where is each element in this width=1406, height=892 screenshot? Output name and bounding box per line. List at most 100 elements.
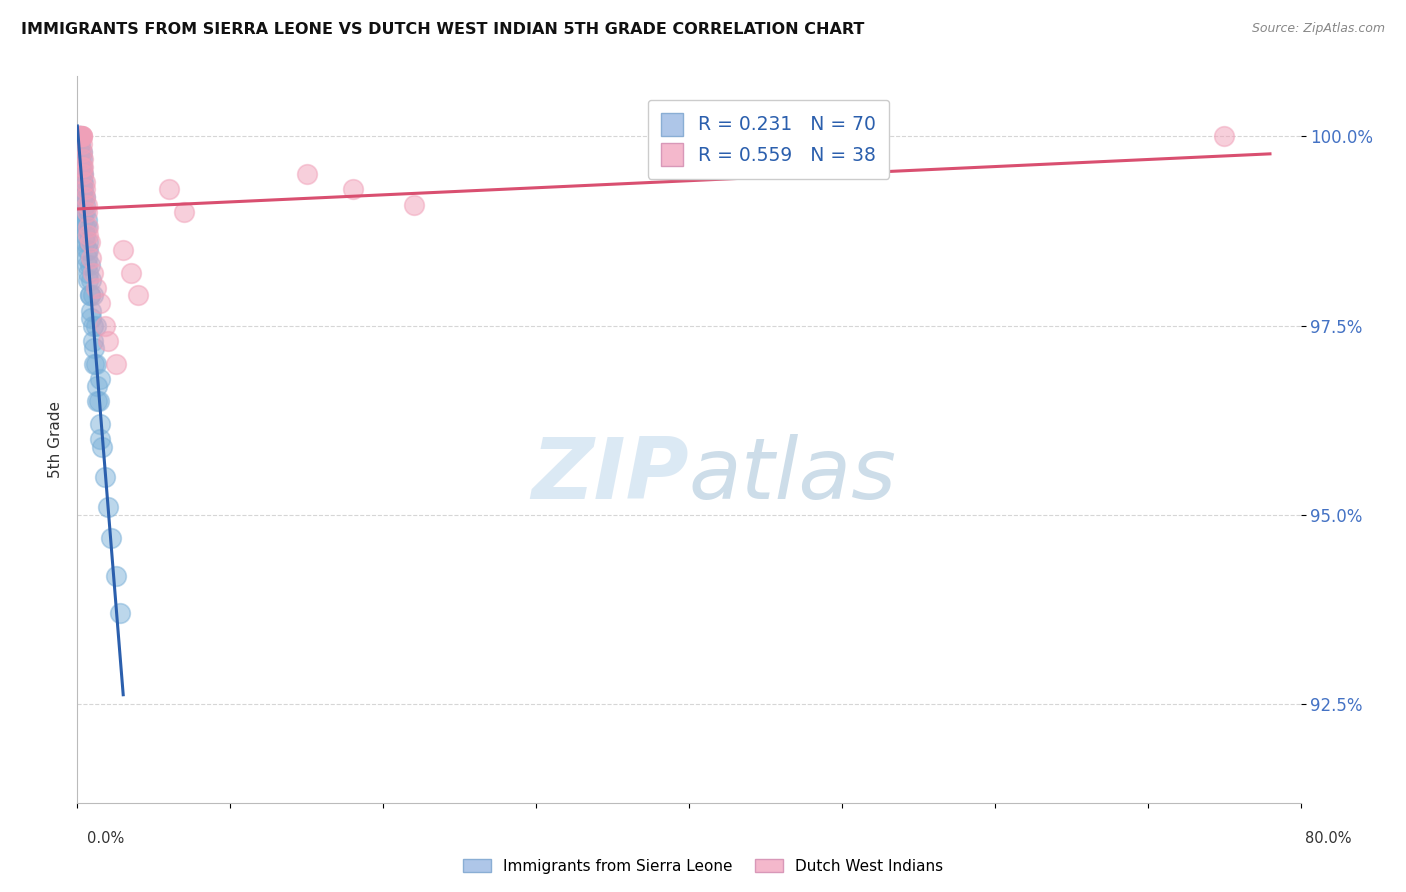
Point bbox=[82, 334, 104, 348]
Point bbox=[108, 607, 131, 621]
Point bbox=[73, 197, 96, 211]
Legend: R = 0.231   N = 70, R = 0.559   N = 38: R = 0.231 N = 70, R = 0.559 N = 38 bbox=[648, 100, 889, 179]
Point bbox=[173, 205, 195, 219]
Point bbox=[67, 129, 90, 144]
Point bbox=[79, 288, 101, 302]
Point bbox=[70, 129, 93, 144]
Point bbox=[79, 235, 101, 250]
Point bbox=[112, 243, 135, 257]
Point bbox=[70, 175, 93, 189]
Point bbox=[73, 227, 96, 242]
Point bbox=[72, 205, 94, 219]
Point bbox=[69, 160, 91, 174]
Point bbox=[80, 303, 103, 318]
Point bbox=[72, 205, 94, 219]
Point bbox=[82, 318, 104, 333]
Point bbox=[67, 145, 90, 159]
Point bbox=[69, 160, 91, 174]
Point bbox=[70, 160, 93, 174]
Point bbox=[76, 212, 98, 227]
Point bbox=[97, 500, 120, 515]
Point bbox=[77, 243, 100, 257]
Point bbox=[89, 417, 111, 432]
Point bbox=[77, 235, 100, 250]
Point bbox=[87, 394, 110, 409]
Point bbox=[70, 182, 93, 196]
Point bbox=[77, 227, 100, 242]
Point bbox=[70, 175, 93, 189]
Point bbox=[104, 357, 127, 371]
Text: ZIP: ZIP bbox=[531, 434, 689, 517]
Point bbox=[342, 182, 364, 196]
Point bbox=[84, 357, 107, 371]
Point bbox=[72, 160, 94, 174]
Point bbox=[82, 266, 104, 280]
Point bbox=[70, 152, 93, 166]
Text: 0.0%: 0.0% bbox=[87, 831, 124, 846]
Point bbox=[80, 251, 103, 265]
Point bbox=[73, 175, 96, 189]
Point bbox=[80, 311, 103, 326]
Point bbox=[70, 129, 93, 144]
Point bbox=[69, 145, 91, 159]
Point bbox=[73, 182, 96, 196]
Point bbox=[70, 182, 93, 196]
Point bbox=[67, 152, 90, 166]
Point bbox=[80, 273, 103, 287]
Point bbox=[72, 182, 94, 196]
Point bbox=[97, 334, 120, 348]
Point bbox=[89, 372, 111, 386]
Point bbox=[73, 220, 96, 235]
Point bbox=[77, 273, 100, 287]
Point bbox=[72, 212, 94, 227]
Point bbox=[76, 243, 98, 257]
Text: Source: ZipAtlas.com: Source: ZipAtlas.com bbox=[1251, 22, 1385, 36]
Point bbox=[72, 175, 94, 189]
Point bbox=[73, 190, 96, 204]
Point bbox=[69, 129, 91, 144]
Point bbox=[76, 205, 98, 219]
Point bbox=[77, 220, 100, 235]
Point bbox=[69, 129, 91, 144]
Y-axis label: 5th Grade: 5th Grade bbox=[48, 401, 63, 478]
Point bbox=[70, 190, 93, 204]
Point bbox=[73, 205, 96, 219]
Point bbox=[70, 145, 93, 159]
Point bbox=[70, 160, 93, 174]
Point bbox=[90, 440, 112, 454]
Point bbox=[72, 167, 94, 181]
Point bbox=[69, 167, 91, 181]
Point bbox=[70, 129, 93, 144]
Point bbox=[67, 129, 90, 144]
Point bbox=[83, 357, 105, 371]
Point bbox=[73, 235, 96, 250]
Point bbox=[1213, 129, 1236, 144]
Point bbox=[76, 251, 98, 265]
Point bbox=[69, 152, 91, 166]
Point bbox=[76, 258, 98, 272]
Point bbox=[76, 197, 98, 211]
Point bbox=[67, 136, 90, 151]
Point bbox=[79, 258, 101, 272]
Point bbox=[67, 136, 90, 151]
Point bbox=[70, 136, 93, 151]
Point bbox=[72, 152, 94, 166]
Point bbox=[76, 220, 98, 235]
Point bbox=[104, 568, 127, 582]
Point bbox=[127, 288, 149, 302]
Text: 80.0%: 80.0% bbox=[1305, 831, 1353, 846]
Point bbox=[120, 266, 142, 280]
Point bbox=[89, 296, 111, 310]
Point bbox=[94, 318, 117, 333]
Point bbox=[83, 342, 105, 356]
Point bbox=[72, 167, 94, 181]
Point bbox=[69, 129, 91, 144]
Point bbox=[86, 394, 108, 409]
Point bbox=[67, 129, 90, 144]
Text: IMMIGRANTS FROM SIERRA LEONE VS DUTCH WEST INDIAN 5TH GRADE CORRELATION CHART: IMMIGRANTS FROM SIERRA LEONE VS DUTCH WE… bbox=[21, 22, 865, 37]
Legend: Immigrants from Sierra Leone, Dutch West Indians: Immigrants from Sierra Leone, Dutch West… bbox=[457, 853, 949, 880]
Point bbox=[82, 288, 104, 302]
Point bbox=[84, 281, 107, 295]
Point bbox=[69, 136, 91, 151]
Point bbox=[157, 182, 180, 196]
